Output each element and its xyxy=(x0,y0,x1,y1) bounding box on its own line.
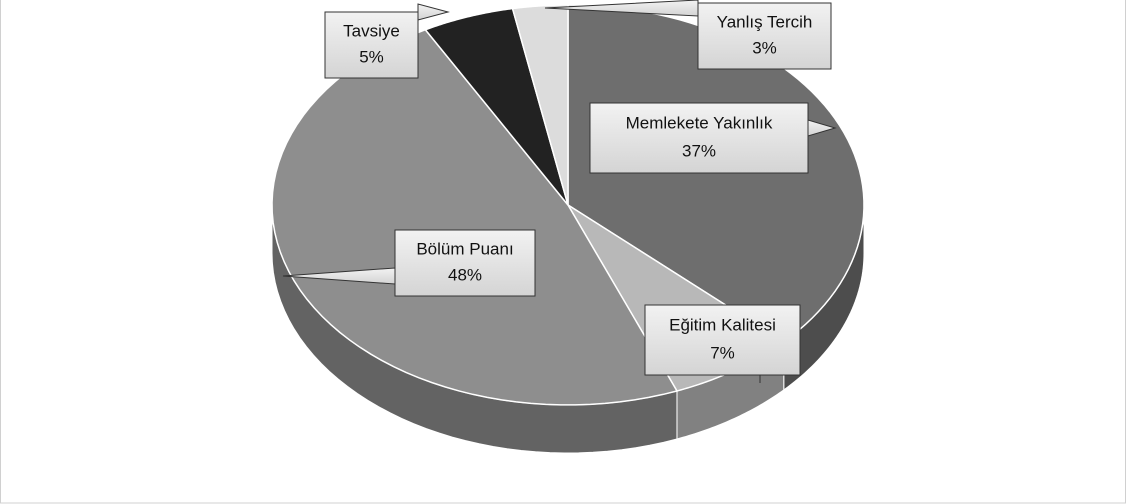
slice-value: 48% xyxy=(448,266,482,285)
slice-label: Memlekete Yakınlık xyxy=(626,113,773,132)
slice-label: Bölüm Puanı xyxy=(416,239,513,258)
pie-slice xyxy=(271,28,679,406)
slice-label: Yanlış Tercih xyxy=(717,12,813,31)
slice-label: Eğitim Kalitesi xyxy=(669,315,776,334)
slice-value: 5% xyxy=(359,48,384,67)
slice-label: Tavsiye xyxy=(343,21,400,40)
label-box xyxy=(589,102,809,174)
label-box xyxy=(394,229,536,297)
label-box xyxy=(644,304,801,376)
label-box xyxy=(697,2,832,70)
pie-slice xyxy=(424,7,569,206)
slice-value: 7% xyxy=(710,343,735,362)
slice-value: 37% xyxy=(682,141,716,160)
slice-value: 3% xyxy=(752,39,777,58)
pie-slice xyxy=(511,4,569,206)
labels: Memlekete Yakınlık 37% Eğitim Kalitesi 7% Bö… xyxy=(282,0,837,383)
label-box xyxy=(324,11,419,79)
